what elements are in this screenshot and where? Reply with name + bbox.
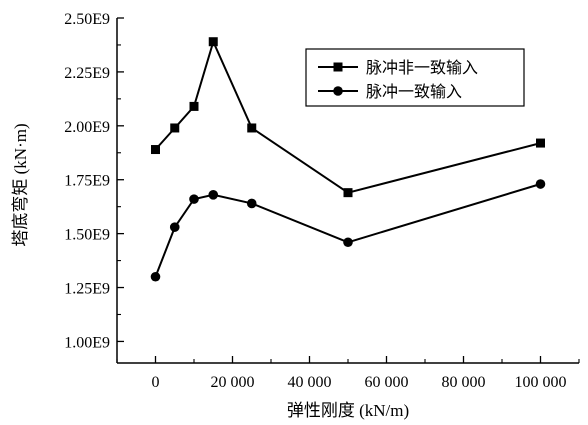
- data-point: [343, 237, 353, 248]
- series-1: [151, 37, 545, 198]
- x-tick-label: 80 000: [442, 374, 486, 391]
- x-tick-label: 40 000: [288, 374, 332, 391]
- y-tick-label: 1.25E9: [64, 281, 110, 298]
- data-point: [170, 123, 180, 133]
- data-point: [189, 101, 199, 111]
- legend-marker: [333, 86, 343, 96]
- series-2: [150, 179, 546, 282]
- x-tick-label: 60 000: [365, 374, 409, 391]
- series-layer: [150, 37, 546, 282]
- data-point: [151, 145, 160, 155]
- y-axis-title: 塔底弯矩 (kN·m): [11, 123, 30, 246]
- data-point: [246, 198, 257, 209]
- x-tick-label: 100 000: [515, 374, 567, 391]
- data-point: [536, 138, 545, 148]
- x-tick-label: 20 000: [211, 374, 255, 391]
- legend-box: [305, 48, 525, 107]
- data-point: [169, 222, 180, 232]
- data-point: [247, 123, 257, 133]
- y-tick-label: 2.25E9: [64, 65, 110, 82]
- x-tick-label: 0: [152, 374, 160, 391]
- data-point: [189, 194, 199, 204]
- data-point: [208, 190, 219, 200]
- legend-marker: [333, 62, 343, 72]
- legend-label: 脉冲一致输入: [366, 82, 462, 101]
- legend-label: 脉冲非一致输入: [366, 58, 478, 77]
- data-point: [343, 188, 353, 198]
- y-tick-label: 2.00E9: [64, 119, 110, 136]
- data-point: [208, 37, 218, 47]
- x-axis-title: 弹性刚度 (kN/m): [287, 401, 409, 420]
- y-tick-label: 1.00E9: [64, 334, 110, 351]
- data-point: [535, 179, 546, 189]
- data-point: [150, 271, 161, 282]
- ticks: 1.00E9 1.25E9 1.50E9 1.75E9 2.00E9 2.25E9 2.50…: [64, 11, 580, 391]
- y-tick-label: 1.75E9: [64, 173, 110, 190]
- y-tick-label: 1.50E9: [64, 227, 110, 244]
- y-tick-label: 2.50E9: [64, 11, 110, 28]
